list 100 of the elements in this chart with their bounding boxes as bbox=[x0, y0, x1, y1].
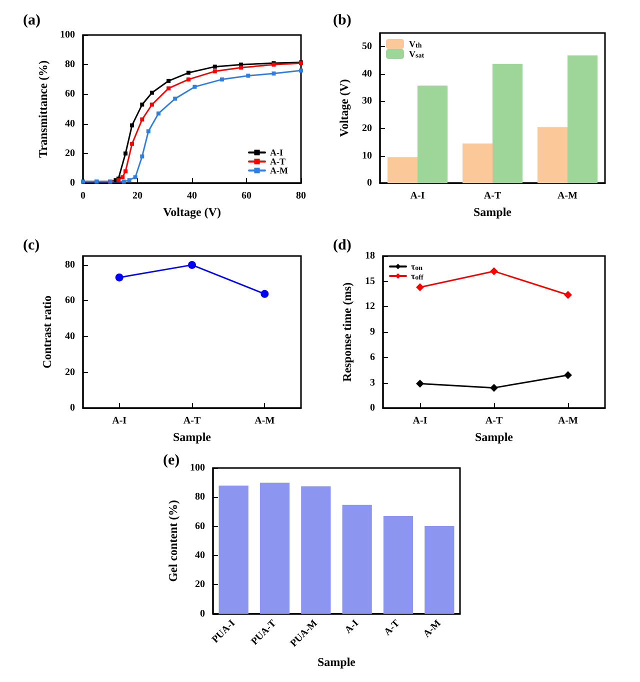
y-tick-label: 20 bbox=[195, 579, 205, 590]
y-tick-label: 0 bbox=[70, 178, 75, 189]
point bbox=[192, 84, 197, 89]
chart-title: (d) bbox=[333, 238, 352, 254]
y-tick-label: 6 bbox=[370, 352, 375, 363]
legend-label: A-I bbox=[270, 148, 284, 158]
bar bbox=[462, 144, 492, 184]
y-tick-label: 30 bbox=[362, 96, 372, 107]
point bbox=[166, 86, 171, 90]
point bbox=[188, 260, 196, 269]
bar bbox=[538, 127, 568, 184]
point bbox=[166, 78, 171, 83]
point bbox=[416, 283, 424, 292]
y-axis-title: Transmittance (%) bbox=[36, 60, 50, 158]
y-tick-label: 0 bbox=[370, 402, 375, 414]
chart-title: (a) bbox=[23, 12, 40, 28]
point bbox=[490, 384, 498, 392]
point bbox=[124, 169, 128, 174]
point bbox=[140, 154, 144, 158]
point bbox=[130, 123, 134, 128]
y-tick-label: 100 bbox=[190, 462, 205, 474]
y-tick-label: 20 bbox=[362, 123, 372, 134]
x-axis-title: Voltage (V) bbox=[163, 205, 221, 219]
y-axis-title: Gel content (%) bbox=[166, 500, 180, 582]
x-tick-label: 60 bbox=[242, 190, 252, 202]
point bbox=[220, 77, 224, 82]
x-axis-title: Sample bbox=[473, 205, 512, 219]
point bbox=[130, 142, 134, 146]
x-tick-label: A-I bbox=[412, 416, 428, 427]
point bbox=[156, 111, 160, 116]
bar bbox=[342, 504, 372, 614]
bar bbox=[218, 486, 248, 614]
y-tick-label: 0 bbox=[70, 402, 75, 414]
y-tick-label: 3 bbox=[370, 377, 375, 388]
legend-label: A-T bbox=[270, 156, 286, 166]
y-tick-label: 40 bbox=[362, 68, 372, 80]
y-tick-label: 80 bbox=[65, 59, 75, 70]
chart-title: (c) bbox=[23, 238, 40, 254]
point bbox=[212, 69, 217, 74]
point bbox=[186, 70, 190, 75]
point bbox=[272, 72, 276, 76]
point bbox=[299, 68, 303, 73]
y-tick-label: 0 bbox=[200, 608, 205, 620]
bar bbox=[383, 516, 414, 614]
y-tick-label: 60 bbox=[65, 295, 75, 306]
chart-title: (b) bbox=[333, 12, 352, 28]
point bbox=[564, 371, 572, 380]
point bbox=[150, 90, 154, 95]
bar bbox=[424, 526, 454, 614]
y-tick-label: 80 bbox=[195, 492, 205, 503]
y-tick-label: 12 bbox=[365, 301, 375, 312]
point bbox=[133, 175, 138, 180]
x-tick-label: 0 bbox=[80, 190, 86, 202]
point bbox=[239, 66, 244, 70]
x-tick-label: A-I bbox=[112, 416, 127, 427]
point bbox=[140, 102, 144, 107]
x-tick-label: A-M bbox=[558, 190, 578, 202]
point bbox=[260, 290, 269, 298]
point bbox=[127, 178, 132, 182]
y-tick-label: 100 bbox=[60, 30, 75, 40]
bar bbox=[260, 482, 290, 614]
point bbox=[186, 77, 190, 82]
x-tick-label: 40 bbox=[187, 190, 197, 202]
legend-label: A-M bbox=[270, 166, 289, 176]
y-tick-label: 80 bbox=[65, 259, 75, 270]
y-tick-label: 18 bbox=[365, 250, 375, 262]
y-axis-title: Response time (ms) bbox=[340, 282, 354, 382]
point bbox=[212, 64, 217, 69]
x-tick-label: 80 bbox=[296, 190, 306, 202]
x-tick-label: A-T bbox=[485, 416, 503, 427]
y-axis-title: Contrast ratio bbox=[40, 296, 54, 369]
point bbox=[416, 380, 424, 388]
y-tick-label: 60 bbox=[195, 520, 205, 532]
chart-title: (e) bbox=[163, 452, 180, 468]
y-tick-label: 10 bbox=[362, 150, 372, 162]
point bbox=[122, 180, 126, 184]
bar bbox=[301, 486, 331, 614]
y-tick-label: 0 bbox=[367, 178, 372, 189]
point bbox=[140, 117, 144, 122]
y-tick-label: 20 bbox=[65, 148, 75, 159]
y-tick-label: 20 bbox=[65, 366, 75, 378]
x-axis-title: Sample bbox=[172, 430, 212, 444]
bar bbox=[418, 86, 448, 184]
x-tick-label: A-M bbox=[558, 416, 579, 427]
x-tick-label: A-T bbox=[183, 416, 201, 427]
x-tick-label: A-T bbox=[484, 190, 502, 202]
y-axis-title: Voltage (V) bbox=[337, 79, 351, 137]
bar bbox=[492, 64, 522, 184]
point bbox=[150, 102, 154, 107]
point bbox=[115, 273, 124, 282]
x-axis-title: Sample bbox=[474, 430, 514, 444]
bar bbox=[568, 55, 598, 184]
point bbox=[146, 129, 150, 134]
x-tick-label: A-I bbox=[410, 190, 425, 202]
bar bbox=[388, 157, 418, 184]
point bbox=[490, 267, 498, 276]
point bbox=[564, 290, 572, 299]
x-tick-label: A-T bbox=[382, 618, 402, 638]
point bbox=[246, 74, 250, 78]
x-tick-label: A-I bbox=[342, 618, 362, 636]
